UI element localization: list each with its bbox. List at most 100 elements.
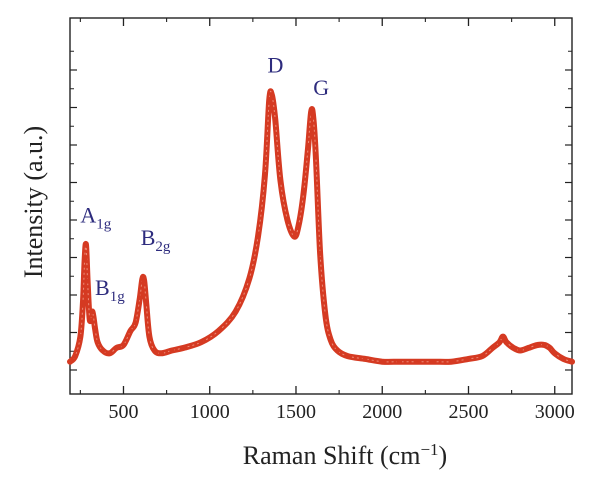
y-axis-title: Intensity (a.u.) (19, 126, 48, 278)
data-point (120, 342, 127, 348)
x-axis-title-close: ) (439, 441, 448, 470)
data-point (151, 347, 158, 354)
series-line (67, 88, 575, 365)
data-point (158, 350, 165, 356)
data-point (526, 345, 532, 351)
data-point (87, 317, 93, 323)
data-point (546, 345, 553, 351)
data-point (308, 108, 314, 115)
data-point (560, 356, 566, 362)
data-point (305, 145, 311, 151)
data-point (255, 233, 261, 240)
peak-label-letter: B (141, 225, 156, 250)
data-point (503, 339, 510, 345)
data-point (496, 339, 503, 345)
data-point (479, 353, 485, 359)
data-point (127, 328, 133, 334)
data-point (295, 222, 302, 229)
x-axis-title-main: Raman Shift (cm (243, 441, 421, 470)
data-point (100, 347, 106, 354)
data-point (517, 347, 523, 354)
data-point (534, 342, 541, 348)
data-point (569, 359, 575, 365)
x-tick-label: 1500 (276, 401, 316, 423)
data-point (345, 353, 351, 359)
data-point (396, 359, 403, 365)
data-point (322, 311, 328, 317)
data-point (266, 97, 272, 103)
data-point (198, 339, 204, 345)
data-point (77, 334, 83, 340)
data-point (284, 217, 290, 223)
data-point (107, 350, 113, 356)
data-point (277, 178, 284, 184)
data-point (146, 334, 152, 340)
data-point (169, 347, 175, 354)
data-point (269, 92, 275, 98)
data-point (291, 233, 297, 240)
data-point (95, 339, 101, 345)
data-point (431, 359, 437, 365)
x-tick-label: 1000 (190, 401, 230, 423)
data-point (334, 347, 340, 354)
data-point (82, 256, 88, 262)
x-tick-label: 2500 (448, 401, 488, 423)
x-tick-label: 500 (108, 401, 138, 423)
data-point (313, 153, 319, 159)
plot-frame (69, 17, 573, 395)
data-point (92, 325, 98, 331)
data-point (490, 345, 496, 351)
data-point (246, 275, 253, 281)
peak-label-subscript: 1g (110, 289, 126, 305)
peak-label: D (268, 53, 284, 78)
x-axis-title-exponent: −1 (420, 440, 438, 459)
peak-label-letter: D (268, 53, 284, 78)
peak-label: B2g (141, 225, 171, 255)
data-point (552, 350, 558, 356)
data-point (262, 172, 268, 178)
data-point (67, 359, 73, 365)
data-point (541, 342, 547, 348)
plot-border (69, 17, 573, 395)
data-point (510, 345, 516, 351)
data-point (272, 117, 278, 123)
data-point (362, 356, 368, 362)
peak-label: B1g (95, 275, 125, 305)
series-layer (67, 88, 575, 365)
data-point (500, 334, 506, 340)
data-point (113, 345, 120, 351)
data-point (414, 359, 420, 365)
peak-label-letter: B (95, 275, 110, 300)
x-axis-title: Raman Shift (cm−1) (243, 440, 447, 471)
data-point (72, 353, 78, 359)
axis-ticks (70, 18, 572, 394)
data-point (83, 242, 89, 248)
data-point (143, 300, 149, 306)
peak-label-subscript: 2g (155, 239, 171, 255)
data-point (310, 114, 316, 120)
peak-label-letter: G (313, 75, 329, 100)
x-tick-labels: 500 1000 1500 2000 2500 3000 (108, 401, 574, 423)
data-point (379, 359, 385, 365)
data-point (132, 320, 139, 326)
data-point (80, 300, 86, 306)
data-point (181, 345, 187, 351)
data-point (465, 356, 472, 362)
data-point (233, 309, 239, 315)
peak-label: G (313, 75, 329, 100)
data-point (317, 250, 323, 256)
data-point (137, 295, 143, 301)
x-tick-label: 2000 (362, 401, 402, 423)
data-point (448, 359, 454, 365)
peak-label: A1g (80, 203, 111, 233)
data-point (215, 328, 221, 334)
data-point (84, 278, 91, 284)
data-point (141, 278, 147, 284)
data-point (89, 309, 96, 315)
peak-label-subscript: 1g (96, 217, 112, 233)
x-tick-label: 3000 (535, 401, 575, 423)
data-point (301, 189, 307, 195)
data-point (327, 336, 334, 343)
